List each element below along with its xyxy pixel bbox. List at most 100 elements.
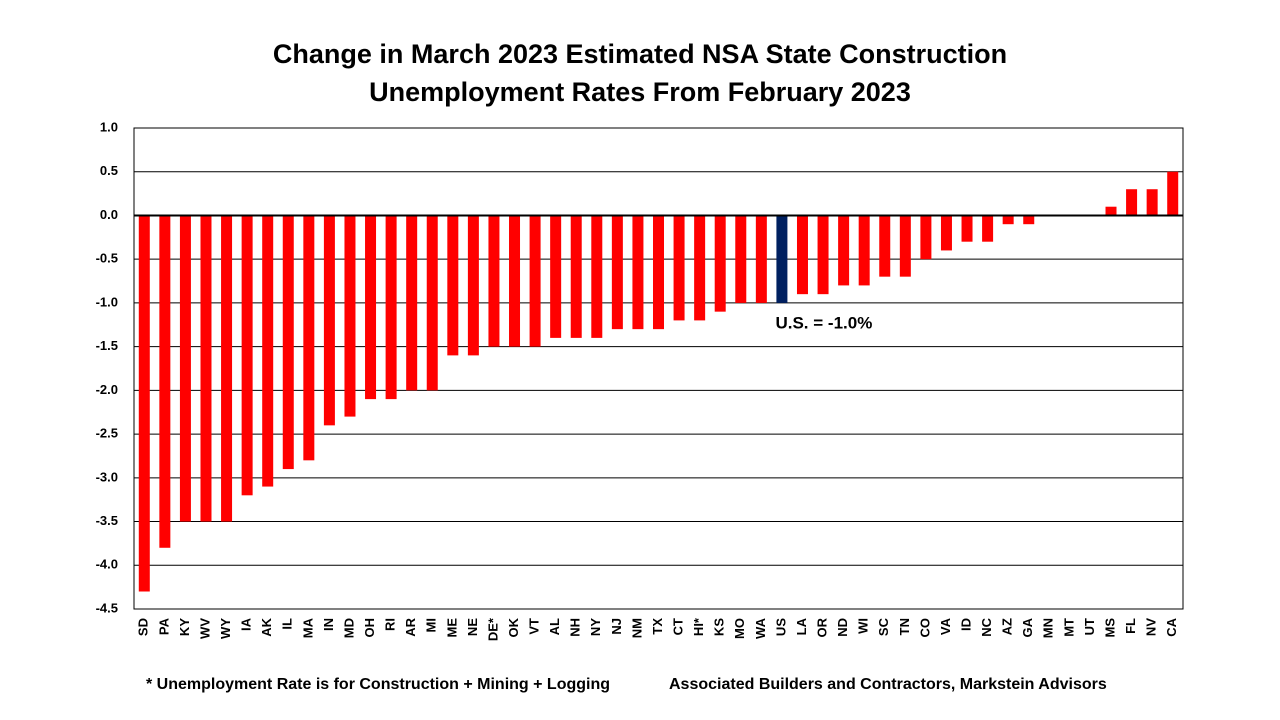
bar xyxy=(200,215,212,522)
x-tick-label: NE xyxy=(465,618,480,636)
x-tick-label: PA xyxy=(156,617,171,635)
x-tick-label: OH xyxy=(362,618,377,638)
bar xyxy=(406,215,418,391)
footnote: * Unemployment Rate is for Construction … xyxy=(146,676,610,693)
bar xyxy=(467,215,479,356)
y-tick-label: -4.5 xyxy=(96,600,118,615)
x-tick-label: MO xyxy=(732,618,747,639)
y-tick-label: -2.0 xyxy=(96,382,118,397)
bar xyxy=(899,215,911,277)
x-tick-label: CT xyxy=(671,618,686,635)
bar xyxy=(591,215,603,338)
bar xyxy=(1146,189,1158,216)
bar xyxy=(509,215,521,347)
bar xyxy=(159,215,171,548)
x-tick-label: KS xyxy=(712,618,727,636)
x-tick-label: AR xyxy=(403,617,418,636)
x-tick-label: AZ xyxy=(1000,618,1015,635)
x-tick-label: ND xyxy=(835,618,850,637)
bar xyxy=(838,215,850,286)
bar xyxy=(323,215,335,426)
x-tick-label: NV xyxy=(1144,618,1159,636)
bar xyxy=(611,215,623,330)
y-tick-label: -2.5 xyxy=(96,426,118,441)
x-tick-label: IL xyxy=(280,618,295,630)
y-tick-label: -4.0 xyxy=(96,557,118,572)
bar xyxy=(303,215,315,461)
x-tick-label: KY xyxy=(177,618,192,636)
bar xyxy=(735,215,747,303)
y-tick-label: -3.0 xyxy=(96,469,118,484)
bar xyxy=(940,215,952,251)
bar xyxy=(796,215,808,295)
x-tick-label: WI xyxy=(856,618,871,634)
x-tick-label: RI xyxy=(383,618,398,631)
x-tick-label: LA xyxy=(794,617,809,635)
x-tick-label: TN xyxy=(897,618,912,635)
x-tick-label: US xyxy=(773,618,788,636)
y-tick-label: 1.0 xyxy=(100,119,118,134)
x-tick-label: GA xyxy=(1020,617,1035,637)
x-tick-label: IA xyxy=(239,617,254,631)
x-tick-label: VA xyxy=(938,617,953,635)
x-tick-label: MI xyxy=(424,618,439,632)
x-tick-label: AK xyxy=(259,617,274,636)
x-tick-label: WA xyxy=(753,617,768,639)
bar xyxy=(1105,206,1117,216)
x-tick-label: CA xyxy=(1164,617,1179,636)
x-tick-label: ID xyxy=(958,618,973,631)
x-tick-label: NJ xyxy=(609,618,624,635)
y-tick-label: 0.0 xyxy=(100,207,118,222)
x-tick-label: AL xyxy=(547,618,562,635)
source: Associated Builders and Contractors, Mar… xyxy=(669,676,1107,693)
x-tick-label: IN xyxy=(321,618,336,631)
x-tick-label: HI* xyxy=(691,617,706,636)
x-tick-label: ME xyxy=(444,618,459,638)
bar xyxy=(179,215,191,522)
y-tick-label: -1.5 xyxy=(96,338,118,353)
bar xyxy=(961,215,973,242)
x-tick-label: MA xyxy=(300,617,315,638)
bar xyxy=(365,215,377,400)
x-tick-label: NC xyxy=(979,617,994,636)
bar xyxy=(879,215,891,277)
bar xyxy=(673,215,685,321)
chart-title: Unemployment Rates From February 2023 xyxy=(369,77,911,107)
bar xyxy=(282,215,294,470)
x-tick-label: OK xyxy=(506,617,521,637)
bar xyxy=(714,215,726,312)
bar xyxy=(1002,215,1014,225)
bar xyxy=(858,215,870,286)
bar xyxy=(385,215,397,400)
bar xyxy=(529,215,541,347)
bar xyxy=(262,215,274,487)
x-tick-label: DE* xyxy=(485,617,500,641)
bar xyxy=(138,215,150,592)
bar xyxy=(570,215,582,338)
y-tick-label: 0.5 xyxy=(100,163,118,178)
bar xyxy=(426,215,438,391)
bar xyxy=(1126,189,1138,216)
x-tick-label: TX xyxy=(650,618,665,635)
bar xyxy=(447,215,459,356)
x-tick-label: NY xyxy=(588,618,603,636)
x-tick-label: SD xyxy=(136,618,151,636)
bar xyxy=(344,215,356,417)
bar xyxy=(488,215,500,347)
bar xyxy=(653,215,664,330)
x-tick-label: MT xyxy=(1061,618,1076,637)
x-tick-label: UT xyxy=(1082,618,1097,635)
bar xyxy=(1023,215,1035,225)
x-tick-label: WY xyxy=(218,618,233,639)
bar xyxy=(755,215,767,303)
bar xyxy=(694,215,706,321)
annotation: U.S. = -1.0% xyxy=(775,313,872,332)
y-tick-label: -0.5 xyxy=(96,251,118,266)
x-tick-label: WV xyxy=(197,618,212,639)
x-tick-label: MS xyxy=(1102,618,1117,638)
x-tick-label: SC xyxy=(876,617,891,636)
x-tick-label: VT xyxy=(527,618,542,635)
chart-title: Change in March 2023 Estimated NSA State… xyxy=(273,39,1007,69)
y-tick-label: -1.0 xyxy=(96,294,118,309)
